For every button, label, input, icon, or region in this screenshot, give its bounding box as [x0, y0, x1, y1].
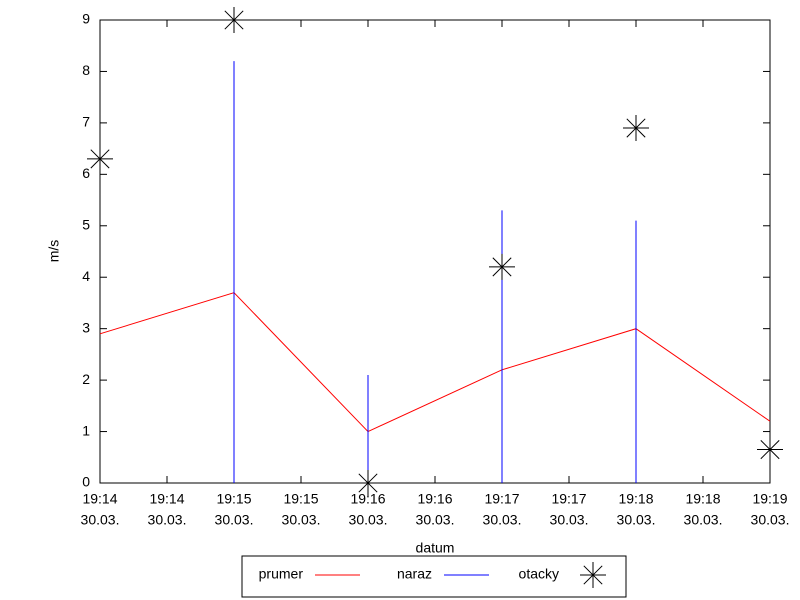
x-tick-label: 19:15 — [283, 491, 318, 507]
legend-label: otacky — [519, 566, 559, 582]
x-tick-label: 19:19 — [752, 491, 787, 507]
star-marker — [355, 470, 381, 496]
x-axis-label: datum — [416, 540, 455, 556]
data-line — [99, 292, 771, 433]
x-tick-date: 30.03. — [148, 512, 187, 528]
x-tick-date: 30.03. — [684, 512, 723, 528]
star-stroke — [224, 10, 244, 30]
x-tick-label: 19:15 — [216, 491, 251, 507]
y-tick-label: 6 — [82, 165, 90, 181]
y-tick-label: 9 — [82, 11, 90, 27]
plot-border — [99, 19, 771, 484]
star-marker — [489, 253, 515, 280]
x-tick-label: 19:14 — [82, 491, 117, 507]
x-tick-date: 30.03. — [215, 512, 254, 528]
legend-label: prumer — [259, 566, 304, 582]
x-tick-date: 30.03. — [617, 512, 656, 528]
star-marker — [221, 7, 247, 33]
star-stroke — [358, 473, 378, 493]
x-tick-date: 30.03. — [349, 512, 388, 528]
x-tick-label: 19:18 — [618, 491, 653, 507]
y-tick-label: 8 — [82, 62, 90, 78]
y-axis-label: m/s — [46, 240, 62, 263]
star-stroke — [90, 149, 110, 169]
star-marker — [623, 115, 649, 142]
x-tick-date: 30.03. — [282, 512, 321, 528]
x-tick-label: 19:16 — [417, 491, 452, 507]
star-stroke — [583, 565, 603, 585]
star-stroke — [492, 257, 512, 277]
x-tick-date: 30.03. — [550, 512, 589, 528]
y-tick-label: 0 — [82, 474, 90, 490]
y-tick-label: 5 — [82, 216, 90, 232]
x-tick-date: 30.03. — [483, 512, 522, 528]
y-tick-label: 3 — [82, 319, 90, 335]
legend-box — [241, 555, 627, 598]
legend-label: naraz — [397, 566, 432, 582]
y-tick-label: 2 — [82, 371, 90, 387]
x-tick-label: 19:18 — [685, 491, 720, 507]
star-stroke — [760, 440, 780, 460]
x-tick-date: 30.03. — [81, 512, 120, 528]
x-tick-date: 30.03. — [416, 512, 455, 528]
y-tick-label: 1 — [82, 422, 90, 438]
x-tick-label: 19:14 — [149, 491, 184, 507]
star-marker — [757, 436, 783, 463]
star-marker — [87, 145, 113, 172]
x-tick-label: 19:17 — [484, 491, 519, 507]
star-stroke — [626, 118, 646, 138]
x-tick-label: 19:16 — [350, 491, 385, 507]
x-tick-date: 30.03. — [751, 512, 790, 528]
star-marker — [580, 562, 606, 588]
y-tick-label: 4 — [82, 268, 90, 284]
x-tick-label: 19:17 — [551, 491, 586, 507]
y-tick-label: 7 — [82, 114, 90, 130]
